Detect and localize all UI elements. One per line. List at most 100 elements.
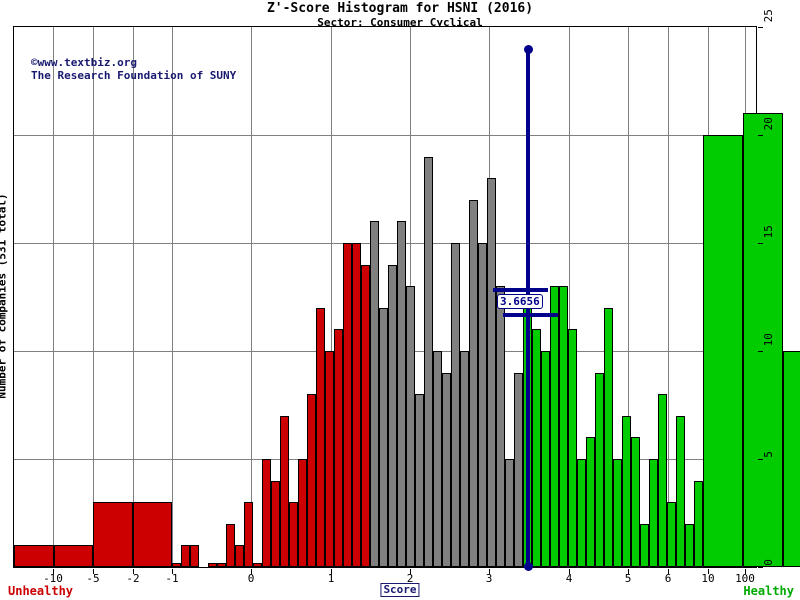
- histogram-bar: [181, 545, 190, 567]
- y-axis-title: Number of companies (531 total): [0, 193, 9, 399]
- histogram-bar: [352, 243, 361, 567]
- histogram-bar: [226, 524, 235, 567]
- marker-value-label: 3.6656: [497, 294, 543, 309]
- x-axis-tick-label: 10: [701, 572, 715, 585]
- y-axis-tick-label: 20: [762, 117, 775, 131]
- x-axis-title: Score: [380, 583, 420, 597]
- gridline-horizontal: [14, 243, 756, 244]
- histogram-bar: [743, 113, 783, 567]
- histogram-bar: [514, 373, 523, 567]
- histogram-bar: [361, 265, 370, 567]
- marker-top-dot: [524, 45, 533, 54]
- histogram-bar: [190, 545, 199, 567]
- histogram-bar: [568, 329, 577, 567]
- x-axis-tick: [93, 569, 94, 574]
- histogram-bar: [505, 459, 514, 567]
- histogram-bar: [433, 351, 442, 567]
- histogram-bar: [133, 502, 172, 567]
- y-axis-tick: [758, 27, 763, 28]
- gridline-vertical: [668, 27, 669, 567]
- histogram-bar: [649, 459, 658, 567]
- axis-label-healthy: Healthy: [743, 584, 794, 598]
- histogram-bar: [694, 481, 703, 567]
- chart-title: Z'-Score Histogram for HSNI (2016): [266, 1, 534, 16]
- y-axis-tick-label: 5: [762, 451, 775, 458]
- histogram-bar: [577, 459, 586, 567]
- x-axis-tick: [708, 569, 709, 574]
- histogram-bar: [478, 243, 487, 567]
- gridline-vertical: [569, 27, 570, 567]
- histogram-bar: [658, 394, 667, 567]
- histogram-bar: [289, 502, 298, 567]
- plot-area: ©www.textbiz.org The Research Foundation…: [13, 26, 800, 568]
- histogram-bar: [172, 563, 181, 567]
- histogram-bar: [235, 545, 244, 567]
- histogram-bar: [685, 524, 694, 567]
- y-axis-tick: [758, 459, 763, 460]
- histogram-bar: [496, 286, 505, 567]
- histogram-bar: [334, 329, 343, 567]
- gridline-vertical: [53, 27, 54, 567]
- x-axis-tick-label: 2: [406, 572, 414, 585]
- histogram-bar: [280, 416, 289, 567]
- histogram-bar: [622, 416, 631, 567]
- histogram-bar: [307, 394, 316, 567]
- x-axis-tick-label: -10: [43, 572, 63, 585]
- histogram-bar: [703, 135, 743, 567]
- gridline-vertical: [172, 27, 173, 567]
- histogram-bar: [217, 563, 226, 567]
- y-axis-tick-label: 10: [762, 333, 775, 347]
- histogram-bar: [343, 243, 352, 567]
- x-axis-tick: [628, 569, 629, 574]
- x-axis-tick-label: 4: [565, 572, 573, 585]
- x-axis-tick-label: 1: [327, 572, 335, 585]
- histogram-bar: [667, 502, 676, 567]
- histogram-bar: [244, 502, 253, 567]
- y-axis-tick: [758, 567, 763, 568]
- histogram-bar: [298, 459, 307, 567]
- histogram-bar: [271, 481, 280, 567]
- histogram-bar: [550, 286, 559, 567]
- gridline-horizontal: [14, 135, 756, 136]
- gridline-vertical: [133, 27, 134, 567]
- y-axis-tick: [758, 243, 763, 244]
- histogram-bar: [613, 459, 622, 567]
- histogram-bar: [262, 459, 271, 567]
- x-axis-tick-label: 5: [624, 572, 632, 585]
- histogram-bar: [415, 394, 424, 567]
- histogram-bar: [379, 308, 388, 567]
- histogram-bar: [783, 351, 800, 567]
- histogram-bar: [406, 286, 415, 567]
- histogram-bar: [54, 545, 93, 567]
- x-axis-tick-label: 100: [735, 572, 755, 585]
- x-axis-tick: [668, 569, 669, 574]
- histogram-bar: [424, 157, 433, 567]
- x-axis-tick: [133, 569, 134, 574]
- x-axis-tick-label: 0: [247, 572, 255, 585]
- x-axis-tick: [53, 569, 54, 574]
- gridline-vertical: [251, 27, 252, 567]
- gridline-vertical: [628, 27, 629, 567]
- x-axis-tick: [172, 569, 173, 574]
- x-axis-tick: [410, 569, 411, 574]
- x-axis-tick: [489, 569, 490, 574]
- histogram-bar: [640, 524, 649, 567]
- histogram-bar: [442, 373, 451, 567]
- y-axis-tick-label: 0: [762, 559, 775, 566]
- histogram-bar: [208, 563, 217, 567]
- histogram-bar: [397, 221, 406, 567]
- gridline-vertical: [93, 27, 94, 567]
- histogram-bar: [14, 545, 54, 567]
- gridline-vertical: [331, 27, 332, 567]
- histogram-bar: [676, 416, 685, 567]
- x-axis-tick: [745, 569, 746, 574]
- histogram-bar: [316, 308, 325, 567]
- y-axis-tick-label: 15: [762, 225, 775, 239]
- x-axis-tick: [569, 569, 570, 574]
- x-axis-tick-label: -2: [126, 572, 140, 585]
- histogram-bar: [388, 265, 397, 567]
- histogram-bar: [604, 308, 613, 567]
- x-axis-tick-label: -5: [86, 572, 100, 585]
- axis-label-unhealthy: Unhealthy: [8, 584, 74, 598]
